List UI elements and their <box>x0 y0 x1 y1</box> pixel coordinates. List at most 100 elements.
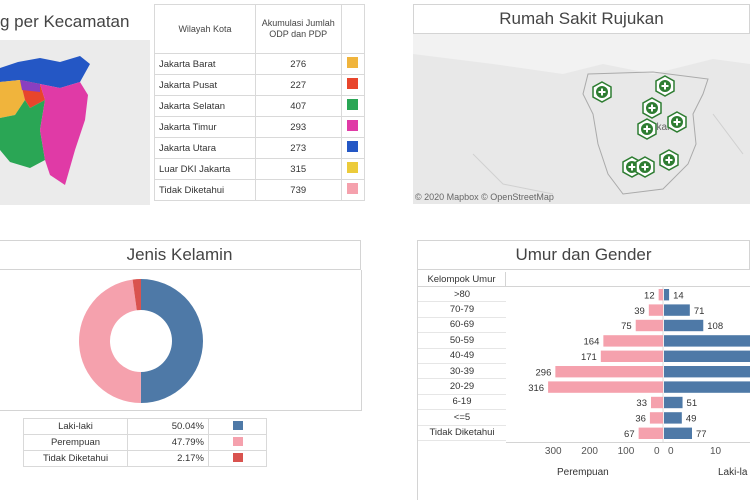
age-panel-title: Umur dan Gender <box>417 240 750 270</box>
age-category-label: 6-19 <box>418 395 506 411</box>
gender-donut-chart[interactable] <box>0 270 361 410</box>
female-bar[interactable] <box>603 335 663 347</box>
male-bar[interactable] <box>664 289 670 301</box>
male-bar[interactable] <box>664 335 750 347</box>
table-row[interactable]: Jakarta Utara 273 <box>154 137 366 159</box>
color-swatch <box>347 78 359 89</box>
hospital-marker-icon[interactable] <box>658 149 680 176</box>
region-name: Luar DKI Jakarta <box>154 158 256 180</box>
female-axis-tick: 100 <box>617 446 635 457</box>
region-name: Jakarta Utara <box>154 137 256 159</box>
male-bar[interactable] <box>664 412 682 424</box>
donut-slice[interactable] <box>140 279 204 403</box>
male-bar[interactable] <box>664 366 750 378</box>
color-swatch <box>232 420 243 430</box>
table-row[interactable]: Tidak Diketahui 739 <box>154 179 366 201</box>
female-value-label: 164 <box>584 337 600 348</box>
male-bar[interactable] <box>664 427 692 439</box>
hospital-marker-icon[interactable] <box>641 97 663 124</box>
female-axis-tick: 0 <box>654 446 660 457</box>
male-value-label: 14 <box>673 290 684 301</box>
color-swatch <box>347 183 359 194</box>
hospital-map[interactable]: Jakarta © 2020 Mapbox © OpenStreetMap <box>413 34 750 204</box>
legend-row[interactable]: Tidak Diketahui 2.17% <box>23 450 267 467</box>
region-value: 739 <box>254 179 342 201</box>
color-cell <box>340 116 366 138</box>
map-attribution[interactable]: © 2020 Mapbox © OpenStreetMap <box>415 192 554 202</box>
legend-row[interactable]: Laki-laki 50.04% <box>23 418 267 435</box>
column-header-wilayah: Wilayah Kota <box>154 4 256 54</box>
male-value-label: 108 <box>707 321 723 332</box>
table-row[interactable]: Jakarta Pusat 227 <box>154 74 366 96</box>
age-header-bar <box>506 272 750 287</box>
male-value-label: 49 <box>686 414 697 425</box>
donut-slice[interactable] <box>79 279 141 403</box>
age-gender-bar-chart[interactable]: 12 14 39 71 75 108 164 171 296 316 33 51 36 49 67 77 <box>506 287 750 442</box>
hospital-marker-icon[interactable] <box>666 111 688 138</box>
male-bar[interactable] <box>664 350 750 362</box>
table-row[interactable]: Jakarta Barat 276 <box>154 53 366 75</box>
color-swatch <box>347 141 359 152</box>
female-bar[interactable] <box>548 381 663 393</box>
legend-row[interactable]: Perempuan 47.79% <box>23 434 267 451</box>
female-bar[interactable] <box>635 319 663 332</box>
color-swatch <box>347 57 359 68</box>
female-axis-tick: 200 <box>581 446 598 457</box>
region-name: Jakarta Selatan <box>154 95 256 117</box>
column-header-color <box>340 4 366 54</box>
female-axis-tick: 300 <box>544 446 562 457</box>
region-name: Tidak Diketahui <box>154 179 256 201</box>
age-chart-frame <box>417 270 750 500</box>
male-axis-label: Laki-la <box>718 467 748 478</box>
female-bar[interactable] <box>651 396 663 409</box>
legend-pct: 47.79% <box>127 434 209 451</box>
color-cell <box>340 53 366 75</box>
female-bar[interactable] <box>555 366 663 378</box>
female-bar[interactable] <box>648 304 663 316</box>
gender-chart-area <box>0 270 362 411</box>
male-bar[interactable] <box>664 319 704 332</box>
table-header-row: Wilayah Kota Akumulasi Jumlah ODP dan PD… <box>154 4 366 54</box>
legend-color <box>208 418 267 435</box>
region-value: 273 <box>254 137 342 159</box>
age-category-label: >80 <box>418 287 506 303</box>
male-value-label: 51 <box>687 398 698 409</box>
region-value: 407 <box>254 95 342 117</box>
age-category-label: 20-29 <box>418 379 506 395</box>
gender-panel-title: Jenis Kelamin <box>0 240 361 270</box>
gender-legend-table: Laki-laki 50.04% Perempuan 47.79% Tidak … <box>23 418 267 467</box>
legend-pct: 2.17% <box>127 450 209 467</box>
male-bar[interactable] <box>664 381 750 393</box>
legend-color <box>208 434 267 451</box>
female-bar[interactable] <box>638 427 663 439</box>
color-cell <box>340 74 366 96</box>
donut-slice[interactable] <box>132 279 141 311</box>
male-value-label: 77 <box>696 429 707 440</box>
table-row[interactable]: Jakarta Selatan 407 <box>154 95 366 117</box>
female-value-label: 316 <box>528 383 544 394</box>
region-name: Jakarta Pusat <box>154 74 256 96</box>
legend-pct: 50.04% <box>127 418 209 435</box>
table-row[interactable]: Jakarta Timur 293 <box>154 116 366 138</box>
male-bar[interactable] <box>664 304 690 316</box>
legend-label: Laki-laki <box>23 418 128 435</box>
age-category-label: 50-59 <box>418 333 506 349</box>
hospital-marker-icon[interactable] <box>654 75 676 102</box>
hospital-marker-icon[interactable] <box>636 118 658 145</box>
male-bar[interactable] <box>664 396 683 409</box>
female-bar[interactable] <box>649 412 663 424</box>
female-bar[interactable] <box>600 350 663 362</box>
hospital-marker-icon[interactable] <box>591 81 613 108</box>
male-value-label: 71 <box>694 306 705 317</box>
table-row[interactable]: Luar DKI Jakarta 315 <box>154 158 366 180</box>
male-axis-tick: 0 <box>668 446 674 457</box>
region-name: Jakarta Barat <box>154 53 256 75</box>
female-value-label: 67 <box>624 429 635 440</box>
odp-table: Wilayah Kota Akumulasi Jumlah ODP dan PD… <box>154 4 366 201</box>
female-bar[interactable] <box>658 289 663 301</box>
region-value: 227 <box>254 74 342 96</box>
female-value-label: 12 <box>644 290 655 301</box>
hospital-marker-icon[interactable] <box>634 156 656 183</box>
choropleth-map[interactable] <box>0 40 150 205</box>
color-swatch <box>232 436 243 446</box>
